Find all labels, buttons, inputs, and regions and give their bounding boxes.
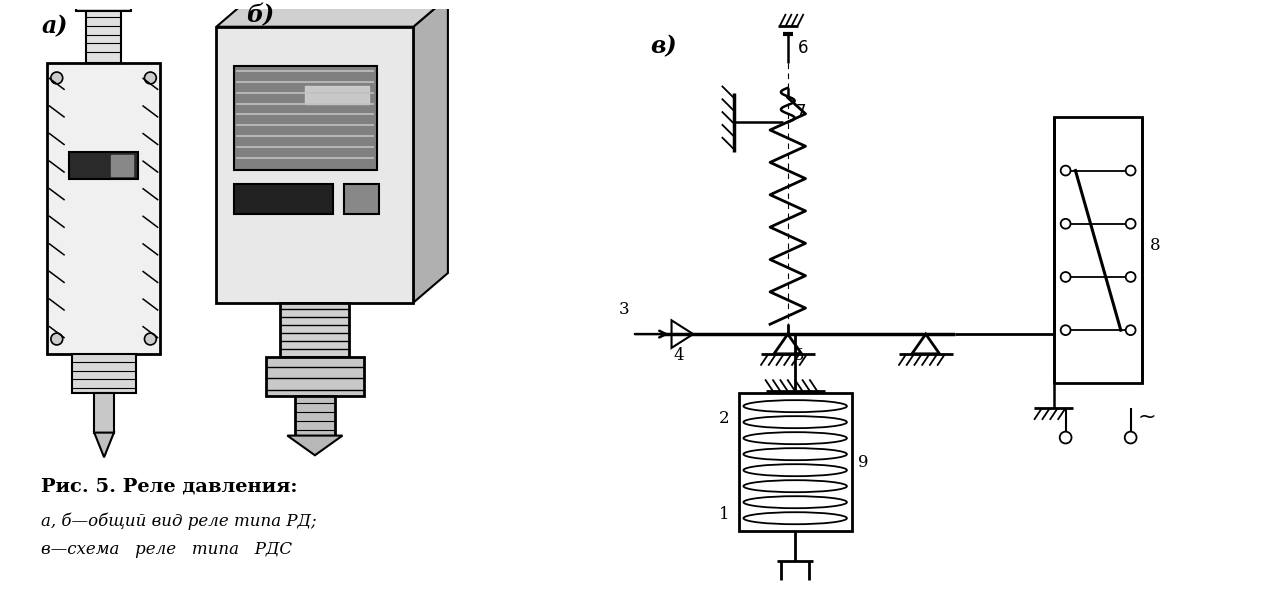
- Text: б): б): [246, 3, 274, 27]
- Bar: [305, 86, 369, 104]
- Text: 6: 6: [797, 39, 808, 57]
- Text: 1: 1: [719, 506, 729, 523]
- Text: 8: 8: [1150, 237, 1161, 254]
- Bar: [94, 393, 114, 433]
- Circle shape: [51, 72, 63, 84]
- Bar: [112, 155, 132, 177]
- Bar: [295, 396, 335, 436]
- Circle shape: [145, 333, 156, 345]
- Text: ~: ~: [1137, 407, 1156, 427]
- Text: 2: 2: [719, 410, 729, 427]
- Bar: [1054, 117, 1142, 384]
- Bar: [738, 393, 851, 531]
- Text: в): в): [650, 35, 677, 58]
- Bar: [265, 357, 364, 396]
- Polygon shape: [287, 436, 342, 455]
- Bar: [217, 27, 413, 302]
- Text: в—схема   реле   типа   РДС: в—схема реле типа РДС: [41, 541, 292, 558]
- Text: Рис. 5. Реле давления:: Рис. 5. Реле давления:: [41, 478, 297, 496]
- Text: 5: 5: [794, 347, 804, 364]
- Circle shape: [145, 72, 156, 84]
- Bar: [345, 185, 379, 214]
- Bar: [235, 185, 332, 214]
- Circle shape: [51, 333, 63, 345]
- Text: 4: 4: [673, 347, 685, 364]
- Polygon shape: [217, 0, 447, 27]
- Bar: [235, 66, 377, 169]
- Bar: [47, 63, 160, 354]
- Bar: [77, 0, 131, 11]
- Bar: [72, 354, 136, 393]
- Bar: [86, 9, 121, 63]
- Polygon shape: [94, 433, 114, 457]
- Text: 7: 7: [796, 103, 806, 121]
- Bar: [281, 302, 350, 357]
- Text: 3: 3: [618, 302, 629, 319]
- Text: 9: 9: [858, 454, 868, 471]
- Polygon shape: [413, 0, 447, 302]
- Bar: [69, 152, 137, 180]
- Text: а): а): [42, 15, 68, 39]
- Text: а, б—общий вид реле типа РД;: а, б—общий вид реле типа РД;: [41, 513, 317, 530]
